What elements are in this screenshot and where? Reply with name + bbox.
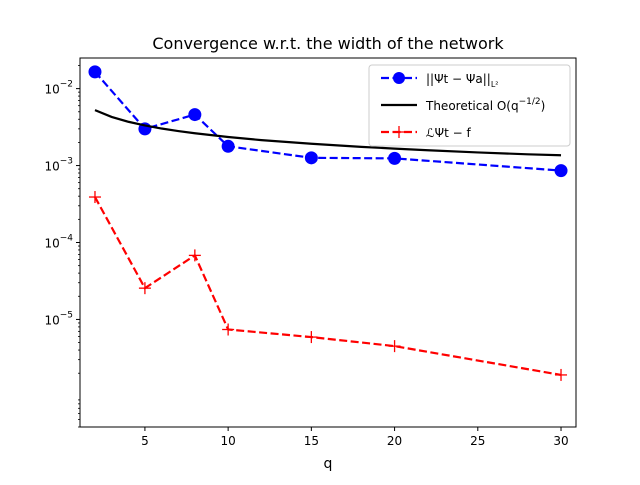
legend-marker-0 xyxy=(393,72,405,84)
series-line-1 xyxy=(94,109,562,157)
series-0-point xyxy=(554,164,568,178)
series-2-point xyxy=(188,249,201,262)
y-tick-label: 10−3 xyxy=(44,157,73,174)
legend-label-0: ||Ψt − Ψa||L² xyxy=(426,72,498,89)
legend-label-1: Theoretical O(q−1/2) xyxy=(425,97,545,113)
series-2-point xyxy=(305,331,318,344)
legend: ||Ψt − Ψa||L² Theoretical O(q−1/2) ℒΨt − f xyxy=(368,64,571,147)
series-2-point xyxy=(388,340,401,353)
y-tick-label: 10−5 xyxy=(44,310,73,327)
plot-area: 5 10 15 20 25 30 10−5 10−4 10−3 10−2 xyxy=(44,57,577,448)
legend-box xyxy=(368,64,571,147)
x-axis-label: q xyxy=(324,456,333,472)
x-tick-label: 15 xyxy=(304,434,319,448)
y-tick-label: 10−4 xyxy=(44,234,73,251)
chart-title: Convergence w.r.t. the width of the netw… xyxy=(152,34,504,53)
series-0-point xyxy=(221,139,235,153)
legend-label-2: ℒΨt − f xyxy=(426,126,471,140)
x-tick-label: 25 xyxy=(470,434,485,448)
series-0-point xyxy=(188,108,202,122)
series-0-point xyxy=(88,65,102,79)
x-tick-label: 30 xyxy=(553,434,568,448)
series-2-point xyxy=(88,191,101,204)
y-tick-label: 10−2 xyxy=(44,80,73,97)
series-2-point xyxy=(555,368,568,381)
series-0-point xyxy=(304,151,318,165)
series-2-point xyxy=(138,282,151,295)
x-tick-label: 5 xyxy=(141,434,149,448)
x-tick-label: 10 xyxy=(220,434,235,448)
x-tick-label: 20 xyxy=(387,434,402,448)
series-0-point xyxy=(388,151,402,165)
series-2-point xyxy=(222,323,235,336)
